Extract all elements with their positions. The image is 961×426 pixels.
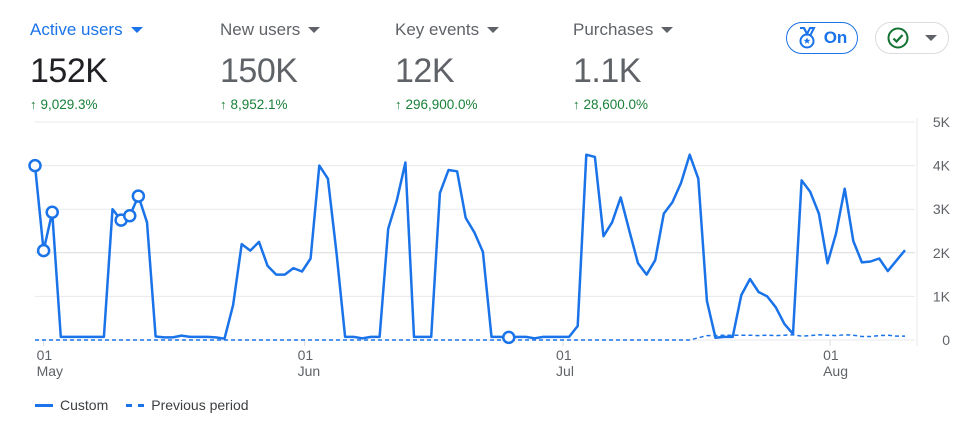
annotation-marker[interactable] — [45, 205, 59, 220]
metric-tab-active-users[interactable]: Active users 152K ↑ 9,029.3% — [30, 18, 143, 112]
y-tick-label: 2K — [933, 245, 951, 261]
series-line-previous-period — [35, 334, 905, 341]
metric-value: 150K — [220, 52, 298, 90]
annotation-marker[interactable] — [131, 189, 146, 203]
x-tick-day: 01 — [298, 347, 314, 363]
medal-icon — [799, 27, 816, 49]
metric-label: Active users — [30, 20, 123, 39]
metric-change: 28,600.0% — [583, 97, 649, 112]
status-dropdown-button[interactable] — [875, 22, 949, 54]
metric-value: 152K — [30, 52, 108, 90]
y-tick-label: 0 — [942, 332, 950, 348]
x-tick-month: May — [37, 363, 63, 379]
x-tick-day: 01 — [556, 347, 572, 363]
metric-change: 9,029.3% — [40, 97, 98, 112]
insights-toggle-button[interactable]: On — [786, 22, 858, 54]
x-tick-month: Aug — [823, 363, 848, 379]
metric-value: 12K — [395, 52, 455, 90]
arrow-up-icon: ↑ — [573, 97, 580, 112]
metric-tab-key-events[interactable]: Key events 12K ↑ 296,900.0% — [395, 18, 500, 112]
metric-change: 8,952.1% — [230, 97, 288, 112]
y-tick-label: 4K — [933, 158, 951, 174]
annotation-marker[interactable] — [28, 158, 42, 173]
caret-down-icon — [308, 27, 321, 33]
metric-tab-purchases[interactable]: Purchases 1.1K ↑ 28,600.0% — [573, 18, 674, 112]
dashed-line-swatch — [126, 403, 145, 407]
metric-change: 296,900.0% — [405, 97, 478, 112]
x-tick-day: 01 — [37, 347, 53, 363]
legend-label: Previous period — [151, 397, 249, 413]
annotation-marker[interactable] — [502, 330, 516, 345]
legend-item-previous-period[interactable]: Previous period — [126, 397, 249, 413]
y-tick-label: 5K — [933, 114, 951, 130]
y-tick-label: 3K — [933, 201, 951, 217]
legend-label: Custom — [60, 397, 109, 413]
caret-down-icon — [661, 27, 674, 33]
arrow-up-icon: ↑ — [395, 97, 402, 112]
caret-down-icon — [487, 27, 500, 33]
arrow-up-icon: ↑ — [30, 97, 37, 112]
legend-item-custom[interactable]: Custom — [35, 397, 108, 413]
metric-value: 1.1K — [573, 52, 641, 90]
annotation-marker[interactable] — [36, 243, 51, 258]
series-line-custom — [33, 153, 906, 340]
x-tick-day: 01 — [823, 347, 839, 363]
solid-line-swatch — [35, 403, 53, 407]
x-tick-month: Jul — [556, 363, 574, 379]
caret-down-icon — [925, 35, 937, 41]
metric-label: New users — [220, 20, 301, 39]
annotation-marker[interactable] — [123, 208, 137, 223]
insights-toggle-label: On — [823, 28, 848, 47]
y-tick-label: 1K — [933, 288, 951, 304]
caret-down-icon — [130, 27, 143, 33]
chart-legend: Custom Previous period — [35, 397, 267, 413]
x-tick-month: Jun — [298, 363, 321, 379]
arrow-up-icon: ↑ — [220, 97, 227, 112]
metric-label: Purchases — [573, 20, 654, 39]
check-circle-icon — [887, 27, 909, 49]
metric-label: Key events — [395, 20, 480, 39]
metric-tab-new-users[interactable]: New users 150K ↑ 8,952.1% — [220, 18, 321, 112]
